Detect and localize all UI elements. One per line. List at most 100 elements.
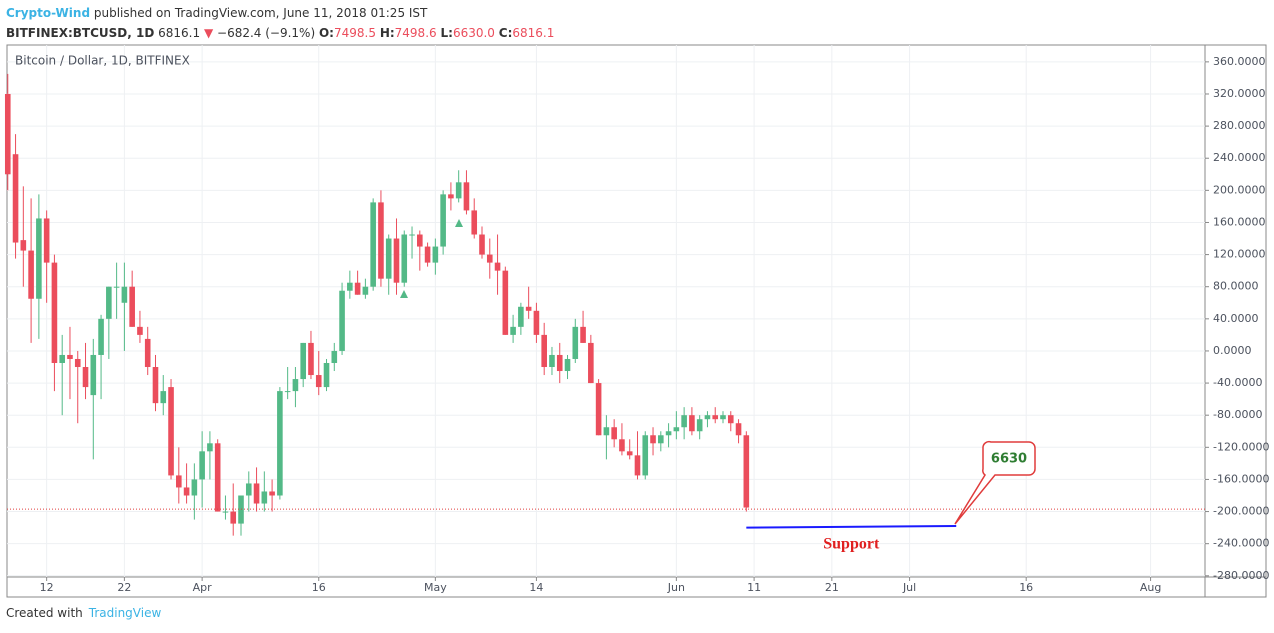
candle-body xyxy=(401,234,408,283)
o-label: O: xyxy=(318,26,334,40)
x-tick-label: 12 xyxy=(40,581,54,594)
signal xyxy=(400,290,408,298)
callout-box xyxy=(954,440,1036,525)
h-label: H: xyxy=(379,26,395,40)
y-tick-label: 0.0000 xyxy=(1213,344,1252,357)
c: 6816.1 xyxy=(512,26,555,40)
candle-body xyxy=(448,194,454,199)
candle-body xyxy=(541,334,547,368)
candle-body xyxy=(354,282,361,295)
header: Crypto-Wind published on TradingView.com… xyxy=(6,3,554,43)
candle-body xyxy=(261,491,268,504)
candle-body xyxy=(393,238,400,283)
brand: TradingView xyxy=(88,606,162,620)
y-tick-label: 200.0000 xyxy=(1213,183,1266,196)
candle-body xyxy=(595,383,602,436)
y-tick-label: -160.0000 xyxy=(1213,472,1269,485)
candle-body xyxy=(689,415,695,432)
y-tick-label: 160.0000 xyxy=(1213,215,1266,228)
candle-body xyxy=(300,342,306,380)
symbol: BITFINEX:BTCUSD, 1D xyxy=(6,26,155,40)
x-tick-label: Apr xyxy=(193,581,213,594)
signal xyxy=(455,219,463,227)
author: Crypto-Wind xyxy=(6,6,91,20)
candle-body xyxy=(556,354,563,372)
candle-body xyxy=(525,306,532,311)
candle-body xyxy=(28,250,34,299)
arrow: ▼ xyxy=(203,26,214,40)
candle-body xyxy=(74,358,81,368)
candle-body xyxy=(580,326,586,343)
candle-body xyxy=(502,270,509,335)
candle-body xyxy=(673,427,680,432)
candle-body xyxy=(82,367,89,388)
candle-body xyxy=(385,238,392,279)
candle-body xyxy=(245,483,252,496)
candle-body xyxy=(494,262,501,271)
candle-body xyxy=(681,415,687,428)
y-tick-label: 240.0000 xyxy=(1213,151,1266,164)
x-tick-label: 11 xyxy=(747,581,761,594)
created: Created with xyxy=(6,606,83,620)
candle-body xyxy=(222,511,229,513)
candle-body xyxy=(471,210,478,235)
candle-body xyxy=(207,443,213,452)
candle-body xyxy=(152,367,159,404)
candle-body xyxy=(362,286,369,295)
y-tick-label: -240.0000 xyxy=(1213,537,1269,550)
y-tick-label: 320.0000 xyxy=(1213,87,1266,100)
candle-body xyxy=(214,443,221,512)
candle-body xyxy=(455,182,462,199)
candle-body xyxy=(696,419,703,432)
candle-body xyxy=(331,350,338,363)
y-tick-label: 40.0000 xyxy=(1213,312,1259,325)
candle-body xyxy=(339,290,345,351)
y-tick-label: 360.0000 xyxy=(1213,55,1266,68)
footer: Created with TradingView xyxy=(6,606,161,620)
candle-body xyxy=(727,415,734,424)
candle-body xyxy=(440,194,446,247)
candle-body xyxy=(650,435,656,444)
candle-body xyxy=(144,338,151,368)
y-tick-label: 280.0000 xyxy=(1213,119,1266,132)
candle-body xyxy=(183,487,190,496)
x-tick-label: 16 xyxy=(1019,581,1033,594)
y-tick-label: -200.0000 xyxy=(1213,505,1269,518)
candle-body xyxy=(735,423,742,436)
candle-body xyxy=(98,318,104,355)
y-tick-label: 120.0000 xyxy=(1213,248,1266,261)
candle-body xyxy=(191,479,198,496)
candle-body xyxy=(36,218,42,299)
candle-body xyxy=(424,246,431,263)
candle-body xyxy=(199,451,205,480)
x-tick-label: 21 xyxy=(825,581,839,594)
candle-body xyxy=(634,455,641,476)
y-tick-label: 80.0000 xyxy=(1213,280,1259,293)
candle-body xyxy=(315,375,322,388)
candle-body xyxy=(284,391,291,393)
candle-body xyxy=(417,234,423,247)
candle-body xyxy=(129,286,135,327)
candle-body xyxy=(619,439,625,452)
candle-body xyxy=(113,286,120,288)
candle-body xyxy=(720,415,726,420)
candle-body xyxy=(432,246,439,263)
candle-body xyxy=(564,358,571,372)
support-label: Support xyxy=(823,535,880,552)
candle-body xyxy=(277,391,283,496)
published: published on TradingView.com, June 11, 2… xyxy=(93,6,428,20)
callout-label: 6630 xyxy=(991,452,1027,467)
c-label: C: xyxy=(498,26,513,40)
candle-body xyxy=(370,202,376,287)
candle-body xyxy=(704,415,711,420)
candle-body xyxy=(269,491,275,496)
x-tick-label: 22 xyxy=(117,581,131,594)
candle-body xyxy=(59,354,65,363)
candle-body xyxy=(90,354,97,396)
candle-body xyxy=(743,435,750,508)
candle-body xyxy=(549,354,555,368)
support-line xyxy=(746,525,957,529)
candle-body xyxy=(168,387,174,476)
candle-body xyxy=(510,326,516,335)
